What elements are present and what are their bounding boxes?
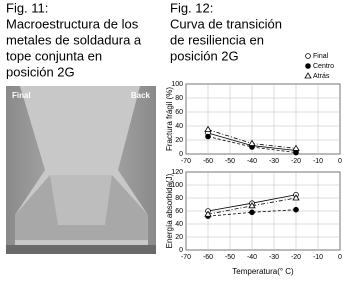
caption-line: metales de soldadura a bbox=[6, 32, 142, 47]
x-tick-label: -50 bbox=[225, 254, 235, 261]
marker bbox=[248, 139, 256, 146]
marker bbox=[292, 144, 300, 151]
legend-label: Centro bbox=[313, 63, 334, 70]
y-tick-label: 60 bbox=[175, 109, 183, 116]
plot-frame bbox=[185, 83, 341, 155]
y-tick-label: 0 bbox=[179, 247, 183, 254]
x-tick-label: -20 bbox=[291, 254, 301, 261]
x-tick-label: -50 bbox=[225, 158, 235, 165]
marker bbox=[292, 194, 300, 201]
y-axis-label: Fractura frágil (%) bbox=[165, 87, 174, 151]
x-tick-label: -10 bbox=[313, 158, 323, 165]
x-tick-label: -70 bbox=[181, 158, 191, 165]
x-tick-label: 0 bbox=[338, 254, 342, 261]
y-tick-label: 120 bbox=[171, 169, 183, 176]
x-tick-label: -30 bbox=[269, 254, 279, 261]
marker bbox=[204, 125, 212, 132]
legend-label: Final bbox=[313, 53, 329, 60]
x-tick-label: -40 bbox=[247, 158, 257, 165]
y-tick-label: 100 bbox=[171, 81, 183, 88]
legend-marker bbox=[304, 72, 312, 79]
fig-label: Fig. 11: bbox=[6, 0, 48, 15]
marker bbox=[293, 206, 299, 213]
y-tick-label: 40 bbox=[175, 123, 183, 130]
x-tick-label: -70 bbox=[181, 254, 191, 261]
y-tick-label: 60 bbox=[175, 208, 183, 215]
y-tick-label: 20 bbox=[175, 137, 183, 144]
x-tick-label: -40 bbox=[247, 254, 257, 261]
x-tick-label: -30 bbox=[269, 158, 279, 165]
x-tick-label: -60 bbox=[203, 254, 213, 261]
photo-label: Final bbox=[12, 91, 31, 100]
y-axis-label: Energía absorbida(J) bbox=[165, 173, 174, 248]
macro-photo: Final Back bbox=[6, 86, 156, 254]
x-tick-label: -60 bbox=[203, 158, 213, 165]
marker bbox=[248, 202, 256, 209]
marker bbox=[205, 133, 211, 140]
x-tick-label: -10 bbox=[313, 254, 323, 261]
series-line bbox=[207, 197, 297, 215]
y-tick-label: 0 bbox=[179, 151, 183, 158]
y-tick-label: 20 bbox=[175, 234, 183, 241]
x-axis-label: Temperatura(° C) bbox=[232, 267, 294, 276]
x-tick-label: -20 bbox=[291, 158, 301, 165]
y-tick-label: 100 bbox=[171, 182, 183, 189]
caption-line: posición 2G bbox=[170, 48, 239, 63]
legend-label: Atrás bbox=[313, 73, 330, 80]
legend-marker bbox=[305, 53, 311, 59]
caption-line: de resiliencia en bbox=[170, 32, 264, 47]
marker bbox=[204, 210, 212, 217]
fig-label: Fig. 12: bbox=[170, 0, 213, 15]
marker bbox=[249, 209, 255, 216]
y-tick-label: 40 bbox=[175, 221, 183, 228]
y-tick-label: 80 bbox=[175, 195, 183, 202]
caption-line: Macroestructura de los bbox=[6, 16, 139, 31]
x-tick-label: 0 bbox=[338, 158, 342, 165]
legend-marker bbox=[305, 63, 311, 69]
caption-line: Curva de transición bbox=[170, 16, 282, 31]
photo-label: Back bbox=[131, 91, 151, 100]
caption-line: tope conjunta en bbox=[6, 48, 102, 63]
marker bbox=[293, 149, 299, 156]
y-tick-label: 80 bbox=[175, 95, 183, 102]
caption-line: posición 2G bbox=[6, 64, 75, 79]
